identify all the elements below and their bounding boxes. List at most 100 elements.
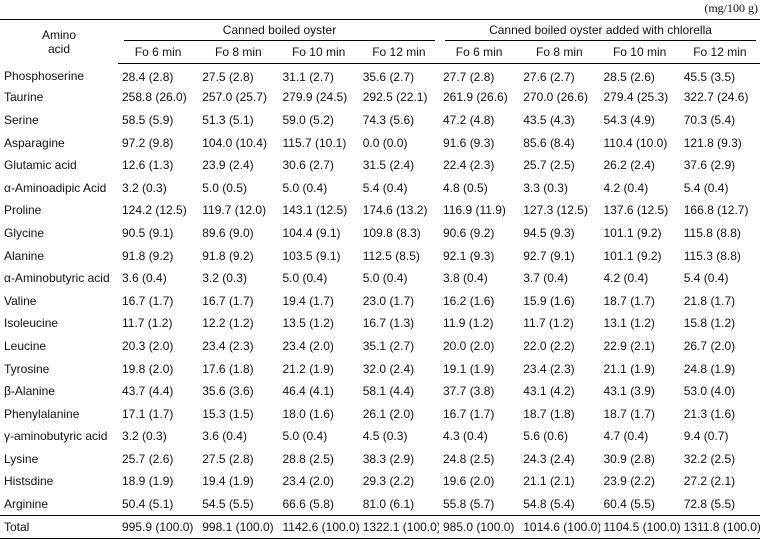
table-cell: 143.1 (12.5) <box>282 203 348 218</box>
table-cell: 5.6 (0.6) <box>523 429 568 444</box>
table-row: Phenylalanine 17.1 (1.7) 15.3 (1.5) 18.0 (1… <box>0 402 760 425</box>
table-cell: 45.5 (3.5) <box>683 69 736 84</box>
table-cell: 97.2 (9.8) <box>122 135 174 150</box>
table-cell: 28.4 (2.8) <box>122 69 174 84</box>
amino-acid-name: Histsdine <box>4 474 54 489</box>
total-label: Total <box>0 514 118 539</box>
table-row: Arginine 50.4 (5.1) 54.5 (5.5) 66.6 (5.8) 81… <box>0 493 760 516</box>
table-cell: 11.7 (1.2) <box>122 316 173 331</box>
table-cell: 60.4 (5.5) <box>603 496 655 511</box>
table-cell: 17.6 (1.8) <box>202 361 254 376</box>
table-cell: 270.0 (26.6) <box>523 90 588 105</box>
table-cell: 19.1 (1.9) <box>443 361 495 376</box>
total-row: Total 995.9 (100.0) 998.1 (100.0) 1142.6 (1… <box>0 514 760 539</box>
table-cell: 26.2 (2.4) <box>603 158 655 173</box>
table-cell: 11.9 (1.2) <box>443 316 494 331</box>
table-cell: 137.6 (12.5) <box>603 203 669 218</box>
table-cell: 103.5 (9.1) <box>282 248 341 263</box>
table-cell: 22.9 (2.1) <box>603 338 655 353</box>
amino-acid-name: Phenylalanine <box>4 406 80 421</box>
table-cell: 54.3 (4.9) <box>603 112 655 127</box>
table-cell: 21.2 (1.9) <box>282 361 334 376</box>
table-cell: 81.0 (6.1) <box>362 496 415 511</box>
table-row: Serine 58.5 (5.9) 51.3 (5.1) 59.0 (5.2) 74.3… <box>0 109 760 132</box>
table-cell: 23.4 (2.3) <box>523 361 575 376</box>
column-header: Fo 6 min <box>118 41 199 64</box>
table-cell: 18.7 (1.7) <box>603 406 655 421</box>
table-cell: 28.5 (2.6) <box>603 69 655 84</box>
table-cell: 20.3 (2.0) <box>122 338 174 353</box>
table-row: α-Aminoadipic Acid 3.2 (0.3) 5.0 (0.5) 5.0 … <box>0 176 760 199</box>
unit-label: (mg/100 g) <box>704 1 758 15</box>
table-cell: 3.7 (0.4) <box>523 271 568 286</box>
table-cell: 174.6 (13.2) <box>362 203 428 218</box>
table-cell: 4.3 (0.4) <box>443 429 488 444</box>
table-cell: 101.1 (9.2) <box>603 225 662 240</box>
column-header: Fo 12 min <box>358 41 439 64</box>
column-header: Fo 12 min <box>679 41 760 64</box>
amino-acid-name: α-Aminoadipic Acid <box>4 180 107 195</box>
table-cell: 115.3 (8.8) <box>683 248 741 263</box>
table-row: Glycine 90.5 (9.1) 89.6 (9.0) 104.4 (9.1) 10… <box>0 222 760 245</box>
table-cell: 70.3 (5.4) <box>683 112 736 127</box>
table-cell: 58.1 (4.4) <box>362 384 415 399</box>
amino-acid-name: Serine <box>4 112 39 127</box>
table-cell: 35.1 (2.7) <box>362 338 415 353</box>
total-cell: 1014.6 (100.0) <box>519 514 600 539</box>
table-cell: 55.8 (5.7) <box>443 496 495 511</box>
table-cell: 29.3 (2.2) <box>362 474 415 489</box>
table-cell: 20.0 (2.0) <box>443 338 495 353</box>
table-cell: 261.9 (26.6) <box>443 90 508 105</box>
table-cell: 292.5 (22.1) <box>362 90 428 105</box>
table-cell: 104.0 (10.4) <box>202 135 267 150</box>
table-cell: 31.5 (2.4) <box>362 158 415 173</box>
amino-acid-table: Amino acid Canned boiled oyster Canned b… <box>0 19 760 539</box>
table-row: Isoleucine 11.7 (1.2) 12.2 (1.2) 13.5 (1.2)… <box>0 312 760 335</box>
table-cell: 50.4 (5.1) <box>122 496 174 511</box>
table-cell: 13.1 (1.2) <box>603 316 655 331</box>
table-cell: 27.6 (2.7) <box>523 69 575 84</box>
table-cell: 54.8 (5.4) <box>523 496 575 511</box>
amino-acid-name: γ-aminobutyric acid <box>4 429 108 444</box>
table-cell: 30.9 (2.8) <box>603 451 655 466</box>
table-cell: 257.0 (25.7) <box>202 90 267 105</box>
group-header-chlorella: Canned boiled oyster added with chlorell… <box>439 20 760 41</box>
table-cell: 54.5 (5.5) <box>202 496 254 511</box>
table-cell: 91.8 (9.2) <box>202 248 254 263</box>
table-cell: 23.9 (2.4) <box>202 158 254 173</box>
group-header-chlorella-label: Canned boiled oyster added with chlorell… <box>445 23 756 41</box>
column-header: Fo 10 min <box>278 41 359 64</box>
table-cell: 3.8 (0.4) <box>443 271 488 286</box>
table-cell: 116.9 (11.9) <box>443 203 506 218</box>
table-cell: 19.6 (2.0) <box>443 474 495 489</box>
table-cell: 22.4 (2.3) <box>443 158 495 173</box>
amino-acid-name: Arginine <box>4 496 49 511</box>
table-cell: 21.8 (1.7) <box>683 293 736 308</box>
amino-acid-name: Leucine <box>4 338 47 353</box>
table-cell: 85.6 (8.4) <box>523 135 575 150</box>
table-cell: 15.3 (1.5) <box>202 406 254 421</box>
table-cell: 35.6 (2.7) <box>362 69 415 84</box>
table-cell: 91.6 (9.3) <box>443 135 495 150</box>
table-cell: 43.1 (3.9) <box>603 384 655 399</box>
table-cell: 322.7 (24.6) <box>683 90 749 105</box>
amino-acid-name: Phosphoserine <box>4 69 85 84</box>
table-cell: 12.2 (1.2) <box>202 316 254 331</box>
amino-acid-name: Asparagine <box>4 135 65 150</box>
table-cell: 27.2 (2.1) <box>683 474 736 489</box>
amino-acid-name: Taurine <box>4 90 44 105</box>
table-cell: 28.8 (2.5) <box>282 451 334 466</box>
table-cell: 91.8 (9.2) <box>122 248 174 263</box>
table-cell: 4.5 (0.3) <box>362 429 408 444</box>
table-cell: 35.6 (3.6) <box>202 384 254 399</box>
table-cell: 17.1 (1.7) <box>122 406 174 421</box>
table-cell: 92.1 (9.3) <box>443 248 495 263</box>
table-cell: 279.4 (25.3) <box>603 90 669 105</box>
table-cell: 16.7 (1.3) <box>362 316 415 331</box>
total-cell: 1322.1 (100.0) <box>358 514 439 539</box>
table-cell: 21.1 (1.9) <box>603 361 655 376</box>
table-cell: 22.0 (2.2) <box>523 338 575 353</box>
table-cell: 16.7 (1.7) <box>202 293 254 308</box>
table-cell: 3.6 (0.4) <box>122 271 167 286</box>
table-cell: 92.7 (9.1) <box>523 248 575 263</box>
